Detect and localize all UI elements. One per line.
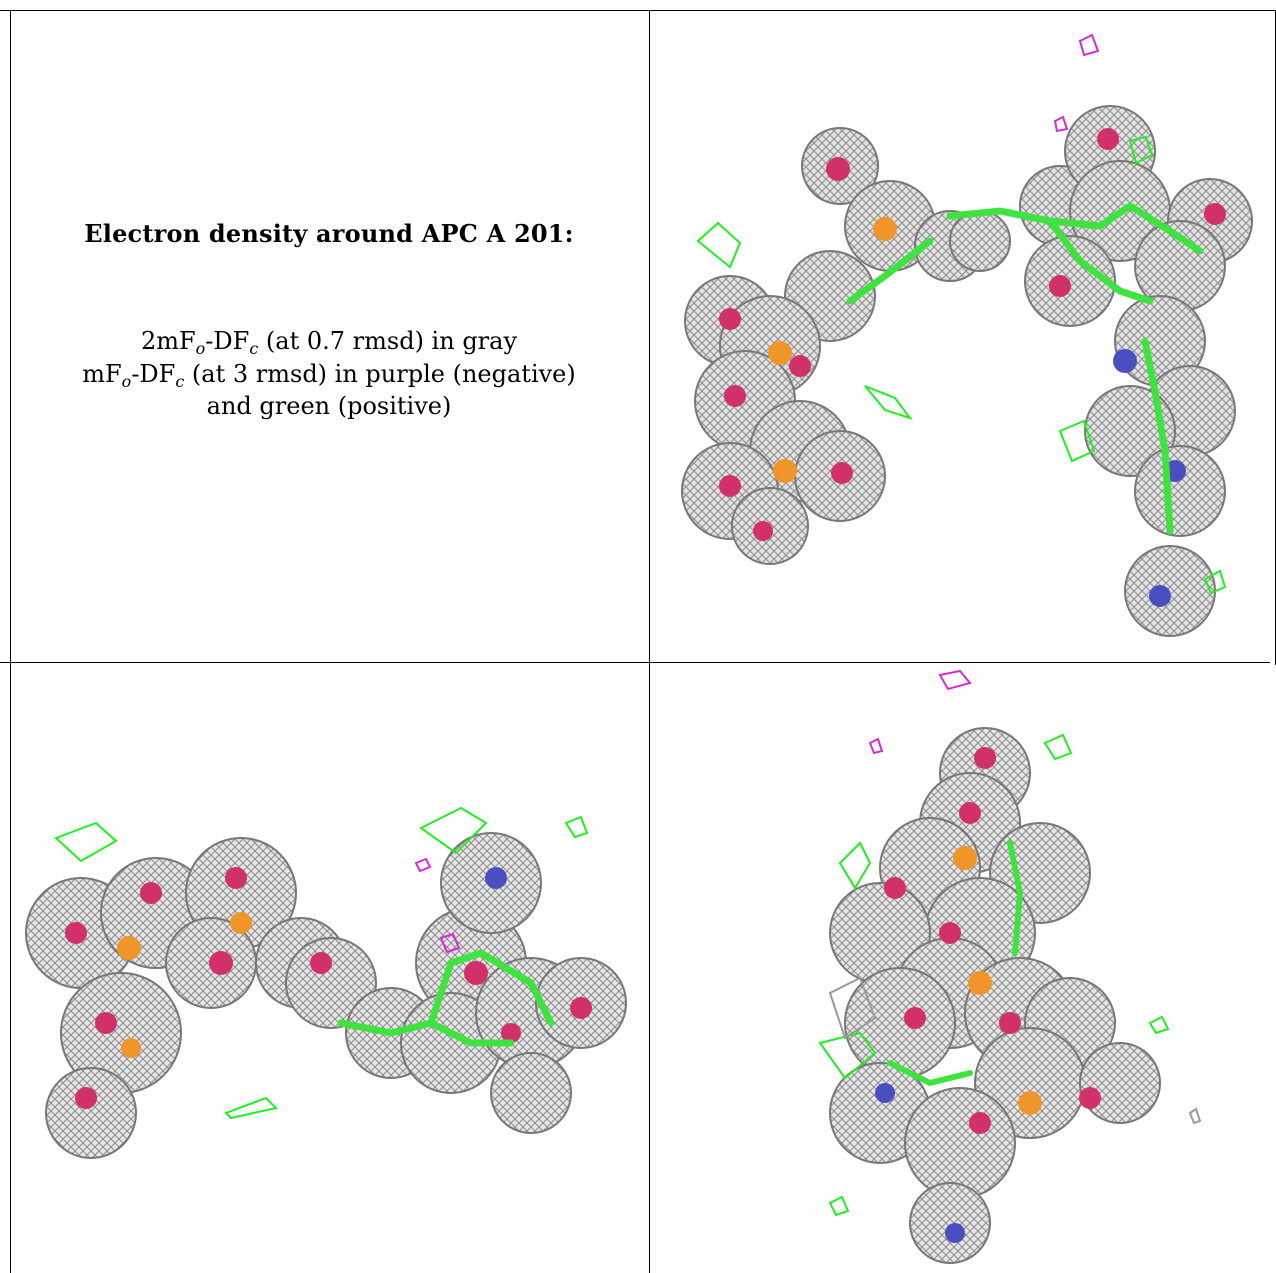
density-render-1: [681, 33, 1253, 637]
center-divider: [649, 10, 650, 1273]
atom-spheres: [875, 747, 1101, 1243]
negative-density-blobs: [868, 669, 972, 755]
density-render-2: [25, 806, 627, 1159]
density-view-bottom-left: [11, 663, 649, 1273]
carbon-bonds: [337, 949, 555, 1047]
positive-density-blobs: [696, 135, 1227, 595]
carbon-bonds: [887, 840, 1024, 1087]
legend-title: Electron density around APC A 201:: [84, 219, 574, 248]
density-render-3: [818, 669, 1202, 1264]
density-view-bottom-right: [650, 663, 1276, 1273]
gray-density-mesh: [829, 727, 1161, 1264]
top-border: [0, 10, 1276, 11]
middle-divider: [0, 662, 1270, 663]
gray-fragment-mesh: [828, 976, 1202, 1125]
atom-spheres: [65, 867, 592, 1109]
legend-line-1: 2mFo-DFc (at 0.7 rmsd) in gray: [140, 327, 518, 358]
atom-spheres: [719, 128, 1226, 607]
density-view-top-right: [650, 11, 1275, 662]
carbon-bonds: [846, 201, 1204, 535]
legend-line-3: and green (positive): [206, 392, 452, 420]
positive-density-blobs: [54, 806, 589, 1120]
negative-density-blobs: [1053, 33, 1100, 133]
legend-panel: Electron density around APC A 201: 2mFo-…: [11, 11, 649, 662]
negative-density-blobs: [414, 857, 461, 954]
legend-line-2: mFo-DFc (at 3 rmsd) in purple (negative): [82, 360, 576, 391]
gray-density-mesh: [681, 105, 1253, 637]
left-border: [10, 10, 11, 1273]
